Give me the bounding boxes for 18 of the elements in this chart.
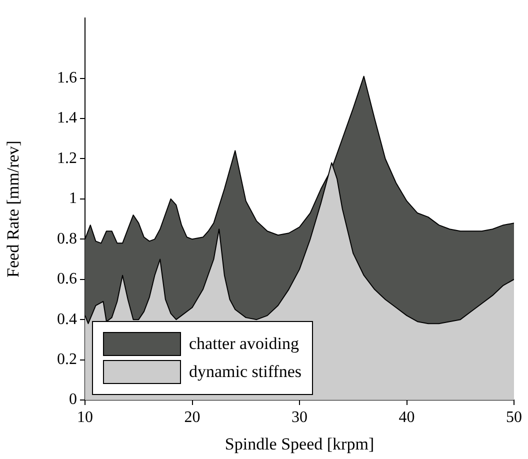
y-tick-label: 1.6 bbox=[57, 70, 77, 87]
x-tick-label: 20 bbox=[184, 408, 200, 426]
y-axis-title: Feed Rate [mm/rev] bbox=[4, 140, 23, 278]
y-tick-label: 1.2 bbox=[57, 150, 77, 167]
x-tick-label: 30 bbox=[292, 408, 308, 426]
y-tick-label: 0.4 bbox=[57, 310, 77, 328]
x-tick-label: 10 bbox=[77, 408, 93, 426]
x-tick-label: 40 bbox=[398, 408, 415, 426]
y-tick-label: 0.8 bbox=[57, 230, 77, 248]
y-tick-label: 1 bbox=[69, 190, 77, 208]
y-tick-label: 0.6 bbox=[57, 270, 77, 288]
y-tick-label: 0 bbox=[69, 391, 77, 408]
series-label: dynamic stiffnes bbox=[189, 362, 302, 382]
y-tick-label: 1.4 bbox=[57, 110, 77, 127]
x-axis-title: Spindle Speed [krpm] bbox=[224, 434, 374, 454]
series-label: chatter avoiding bbox=[189, 334, 299, 354]
y-tick-label: 0.2 bbox=[57, 350, 77, 368]
x-tick-label: 50 bbox=[506, 408, 522, 426]
